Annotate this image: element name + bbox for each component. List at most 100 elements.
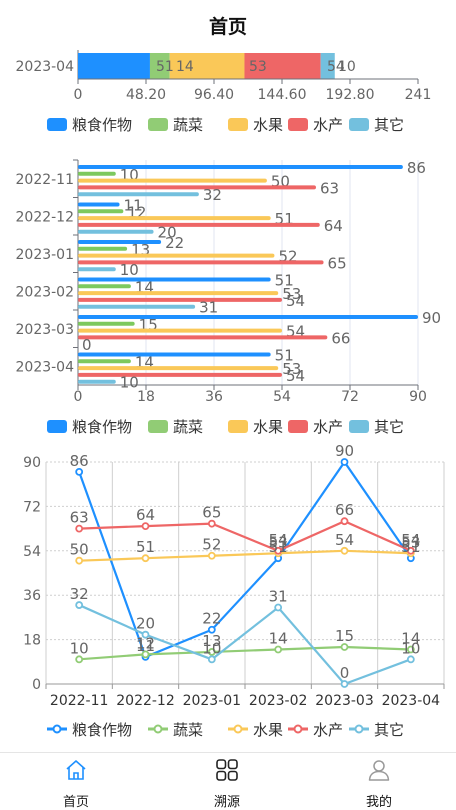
c3-point-1-1: [141, 650, 150, 659]
c2-bar-3-4: [78, 304, 196, 309]
legend-swatch-2-2: [228, 420, 248, 433]
c1-data-label-2: 53: [249, 59, 267, 75]
c3-point-4-2: [207, 655, 216, 664]
legend-label-3-0: 粮食作物: [72, 721, 132, 739]
c3-point-3-0: [75, 524, 84, 533]
c2-data-label-5-2: 53: [282, 360, 301, 378]
c1-tick-label-0: 0: [74, 87, 83, 103]
grid-icon: [216, 759, 238, 781]
c2-bar-2-3: [78, 260, 324, 265]
c3-point-0-2: [207, 625, 216, 634]
c2-tick-label-3: 54: [273, 389, 291, 405]
c2-data-label-2-3: 65: [328, 254, 347, 272]
c3-data-label-2-1: 51: [136, 538, 155, 556]
legend-label-1-0: 粮食作物: [72, 116, 132, 134]
c2-bar-2-2: [78, 253, 275, 258]
c2-category-label-2: 2023-01: [16, 247, 75, 263]
c1-bar-0: [78, 53, 150, 79]
c2-data-label-1-4: 20: [158, 224, 177, 242]
legend-label-2-3: 水产: [313, 418, 343, 436]
c1-bar-1: [149, 53, 170, 79]
c2-bar-3-2: [78, 291, 279, 296]
page-title: 首页: [208, 16, 247, 38]
c2-bar-1-4: [78, 229, 154, 234]
c2-category-label-1: 2022-12: [16, 209, 75, 225]
legend-label-3-2: 水果: [253, 721, 283, 739]
legend-label-2-2: 水果: [253, 418, 283, 436]
legend-marker-3-1: [153, 724, 163, 734]
c1-category-label-0: 2023-04: [16, 59, 75, 75]
c3-data-label-1-2: 13: [202, 632, 221, 650]
c3-data-label-2-4: 54: [335, 531, 354, 549]
c2-data-label-3-2: 53: [282, 285, 301, 303]
legend-label-1-2: 水果: [253, 116, 283, 134]
legend-swatch-2-0: [47, 420, 67, 433]
c3-data-label-3-0: 63: [70, 509, 89, 527]
c3-point-3-1: [141, 522, 150, 531]
c2-bar-1-0: [78, 202, 120, 207]
c3-x-label-5: 2023-04: [382, 693, 441, 709]
legend-swatch-1-1: [148, 118, 168, 131]
c2-bar-3-3: [78, 297, 282, 302]
c1-bar-2: [169, 53, 245, 79]
tab-mine[interactable]: 我的: [319, 753, 439, 810]
c3-data-label-0-3: 51: [269, 538, 288, 556]
legend-label-1-3: 水产: [313, 116, 343, 134]
c3-data-label-1-4: 15: [335, 627, 354, 645]
c3-data-label-4-1: 20: [136, 615, 155, 633]
c3-point-0-4: [340, 458, 349, 466]
c1-data-label-4: 10: [338, 59, 356, 75]
c3-data-label-4-3: 31: [269, 588, 288, 606]
c2-bar-2-0: [78, 240, 162, 244]
c3-x-label-1: 2022-12: [116, 693, 175, 709]
c3-point-1-0: [75, 655, 84, 664]
c3-data-label-4-2: 10: [202, 639, 221, 657]
c3-series-line-0: [78, 460, 412, 659]
c2-data-label-2-0: 22: [165, 234, 184, 252]
c3-point-2-2: [207, 551, 216, 560]
c1-tick-label-2: 96.40: [194, 87, 234, 103]
c3-data-label-3-5: 54: [401, 531, 420, 549]
c1-bar-3: [244, 53, 321, 79]
legend-label-2-4: 其它: [374, 418, 404, 436]
c2-data-label-2-4: 10: [120, 261, 139, 279]
c3-point-0-0: [75, 467, 84, 476]
c3-ytick-label-2: 36: [23, 588, 41, 604]
c2-bar-2-1: [78, 246, 128, 251]
tab-trace[interactable]: 溯源: [167, 753, 287, 810]
c3-point-3-3: [274, 546, 283, 555]
c2-tick-label-0: 0: [74, 389, 83, 405]
c3-series-line-3: [79, 519, 412, 552]
c3-point-1-4: [340, 643, 349, 651]
legend-label-3-3: 水产: [313, 721, 343, 739]
c3-data-label-0-1: 11: [136, 637, 155, 655]
c3-series-line-4: [78, 604, 412, 686]
c2-bar-3-0: [78, 277, 271, 282]
nav-header: 首页: [0, 0, 456, 50]
c2-category-label-4: 2023-03: [16, 322, 75, 338]
home-icon: [66, 760, 86, 780]
c3-point-4-0: [75, 601, 84, 609]
c2-bar-0-3: [78, 185, 316, 190]
c3-point-3-4: [340, 517, 349, 526]
c2-bar-0-0: [78, 165, 403, 169]
c3-series-line-2: [79, 549, 411, 562]
c3-point-3-5: [406, 546, 415, 555]
c2-data-label-0-4: 32: [203, 186, 222, 204]
c2-bar-0-1: [78, 171, 116, 176]
c2-bar-5-0: [78, 352, 271, 357]
c2-bar-2-4: [78, 267, 116, 272]
c3-x-label-2: 2023-01: [183, 693, 242, 709]
c2-data-label-3-4: 31: [199, 299, 218, 317]
tab-home-label: 首页: [62, 795, 89, 810]
tab-home[interactable]: 首页: [16, 753, 136, 810]
c3-data-label-3-3: 54: [269, 531, 288, 549]
c2-bar-5-3: [78, 372, 282, 377]
c3-x-label-0: 2022-11: [50, 693, 109, 709]
c3-series-line-1: [79, 645, 411, 661]
c2-data-label-1-0: 11: [124, 197, 143, 215]
c3-data-label-3-4: 66: [335, 501, 354, 519]
c1-tick-label-3: 144.60: [258, 87, 307, 103]
c3-data-label-3-2: 65: [202, 504, 221, 522]
c3-data-label-2-5: 53: [401, 533, 420, 551]
